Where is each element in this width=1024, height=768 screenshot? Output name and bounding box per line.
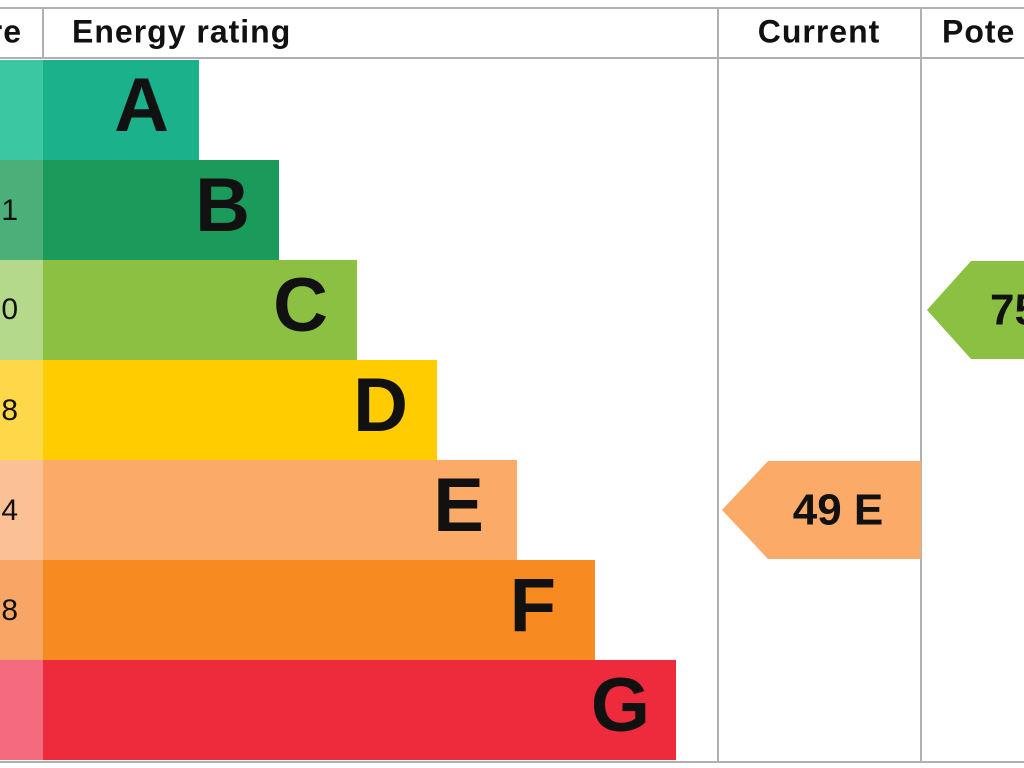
- potential-rating: 75: [990, 286, 1024, 335]
- score-range: 4: [1, 494, 18, 527]
- score-range: 0: [1, 293, 18, 326]
- current-arrow: [722, 461, 921, 559]
- current-rating: 49 E: [793, 486, 884, 535]
- band-letter: D: [353, 363, 408, 448]
- row-backgrounds: [0, 60, 43, 760]
- band-letter: B: [195, 163, 250, 248]
- rating-header: Energy rating: [72, 13, 291, 49]
- score-range: 8: [1, 594, 18, 627]
- band-letter: E: [433, 463, 484, 548]
- current-header: Current: [758, 13, 881, 49]
- potential-header: Pote: [942, 13, 1015, 49]
- score-range: 1: [1, 194, 18, 227]
- potential-arrow: [927, 261, 1024, 359]
- score-range: 8: [1, 394, 18, 427]
- band-letter: F: [510, 563, 556, 648]
- band-letter: G: [591, 663, 650, 748]
- score-header: re: [0, 13, 22, 49]
- band-letter: C: [273, 263, 328, 348]
- rating-bars: [43, 60, 676, 760]
- band-letter: A: [114, 63, 169, 148]
- grid-lines: [0, 7, 1024, 763]
